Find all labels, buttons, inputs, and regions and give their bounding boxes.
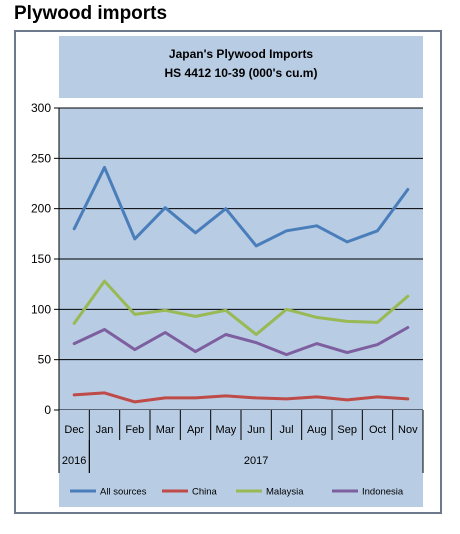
- title-area: [59, 36, 423, 98]
- series-line-china: [72, 391, 410, 404]
- chart-subtitle: HS 4412 10-39 (000's cu.m): [165, 66, 318, 80]
- y-axis-ticks: 0 50 100 150 200 250 300: [31, 101, 60, 417]
- x-tick-label: Jan: [96, 424, 114, 436]
- legend-label: China: [192, 487, 218, 498]
- y-tick-label: 200: [31, 202, 51, 216]
- series-line-indonesia: [72, 326, 410, 357]
- y-tick-label: 250: [31, 151, 51, 165]
- x-tick-label: Jul: [279, 424, 293, 436]
- y-tick-label: 50: [38, 353, 52, 367]
- y-tick-label: 0: [44, 403, 51, 417]
- series-line-malaysia: [72, 279, 410, 336]
- series-line-all-sources: [72, 165, 410, 248]
- page-heading: Plywood imports: [14, 3, 168, 24]
- x-tick-label: May: [215, 424, 236, 436]
- x-tick-label: Mar: [156, 424, 175, 436]
- legend-label: Malaysia: [266, 487, 304, 498]
- y-tick-label: 100: [31, 302, 51, 316]
- year-label: 2017: [244, 455, 268, 467]
- series-lines: [72, 165, 410, 404]
- x-tick-label: Sep: [337, 424, 357, 436]
- x-tick-label: Dec: [64, 424, 84, 436]
- x-tick-label: Feb: [125, 424, 144, 436]
- x-axis-table: Dec Jan Feb Mar Apr May Jun Jul Aug Sep Oct Nov 2016…: [58, 410, 424, 473]
- y-tick-label: 300: [31, 101, 51, 115]
- x-tick-label: Apr: [187, 424, 204, 436]
- year-label: 2016: [62, 455, 86, 467]
- x-tick-label: Aug: [307, 424, 327, 436]
- x-tick-label: Nov: [398, 424, 418, 436]
- legend-label: All sources: [100, 487, 147, 498]
- y-tick-label: 150: [31, 252, 51, 266]
- chart-title: Japan's Plywood Imports: [169, 47, 314, 61]
- x-tick-label: Oct: [369, 424, 386, 436]
- legend-label: Indonesia: [362, 487, 404, 498]
- legend: All sources China Malaysia Indonesia: [70, 487, 404, 498]
- x-tick-label: Jun: [247, 424, 265, 436]
